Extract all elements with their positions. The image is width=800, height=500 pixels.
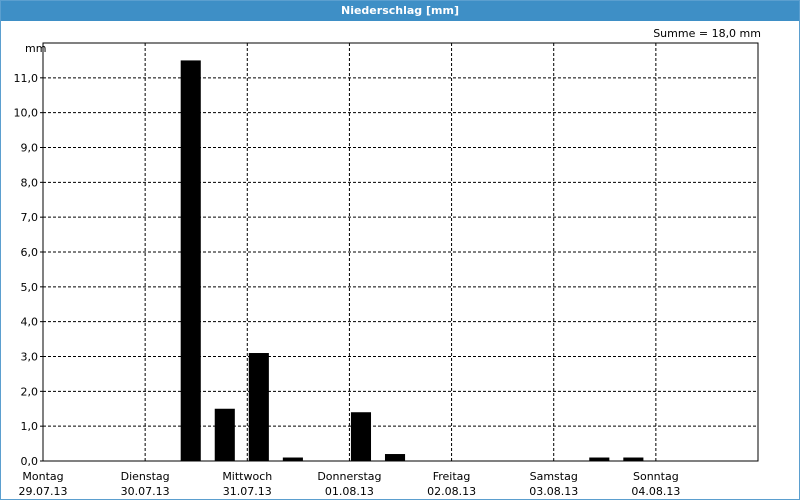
- y-tick-label: 6,0: [21, 246, 39, 259]
- y-tick-label: 8,0: [21, 176, 39, 189]
- x-day-label: Montag: [22, 470, 63, 483]
- y-tick-label: 0,0: [21, 455, 39, 468]
- x-date-label: 02.08.13: [427, 485, 476, 498]
- x-date-label: 30.07.13: [121, 485, 170, 498]
- x-date-label: 04.08.13: [631, 485, 680, 498]
- x-day-label: Sonntag: [633, 470, 679, 483]
- x-date-label: 03.08.13: [529, 485, 578, 498]
- y-unit: mm: [25, 42, 46, 55]
- bar: [180, 60, 201, 462]
- y-tick-label: 1,0: [21, 420, 39, 433]
- y-tick-label: 2,0: [21, 385, 39, 398]
- y-tick-label: 10,0: [14, 107, 39, 120]
- y-tick-label: 5,0: [21, 281, 39, 294]
- bar: [282, 457, 303, 461]
- bar: [623, 457, 644, 461]
- y-tick-label: 11,0: [14, 72, 39, 85]
- bar: [589, 457, 610, 461]
- y-tick-label: 3,0: [21, 351, 39, 364]
- annotation: Summe = 18,0 mm: [653, 27, 761, 40]
- x-day-label: Donnerstag: [317, 470, 381, 483]
- y-tick-label: 9,0: [21, 142, 39, 155]
- y-tick-label: 4,0: [21, 316, 39, 329]
- bar: [214, 408, 235, 461]
- x-date-label: 29.07.13: [19, 485, 68, 498]
- chart: mm Summe = 18,0 mm 0,0 1,0 2,0 3,0 4,0 5,0 6,0 7,…: [14, 27, 762, 498]
- bar: [384, 454, 406, 461]
- y-tick-label: 7,0: [21, 211, 39, 224]
- x-date-label: 01.08.13: [325, 485, 374, 498]
- x-day-label: Samstag: [530, 470, 578, 483]
- x-day-label: Mittwoch: [222, 470, 272, 483]
- title-bar: Niederschlag [mm]: [1, 1, 799, 21]
- x-day-label: Dienstag: [121, 470, 170, 483]
- bar: [350, 412, 372, 461]
- bar: [248, 353, 269, 461]
- x-date-label: 31.07.13: [223, 485, 272, 498]
- x-day-label: Freitag: [433, 470, 471, 483]
